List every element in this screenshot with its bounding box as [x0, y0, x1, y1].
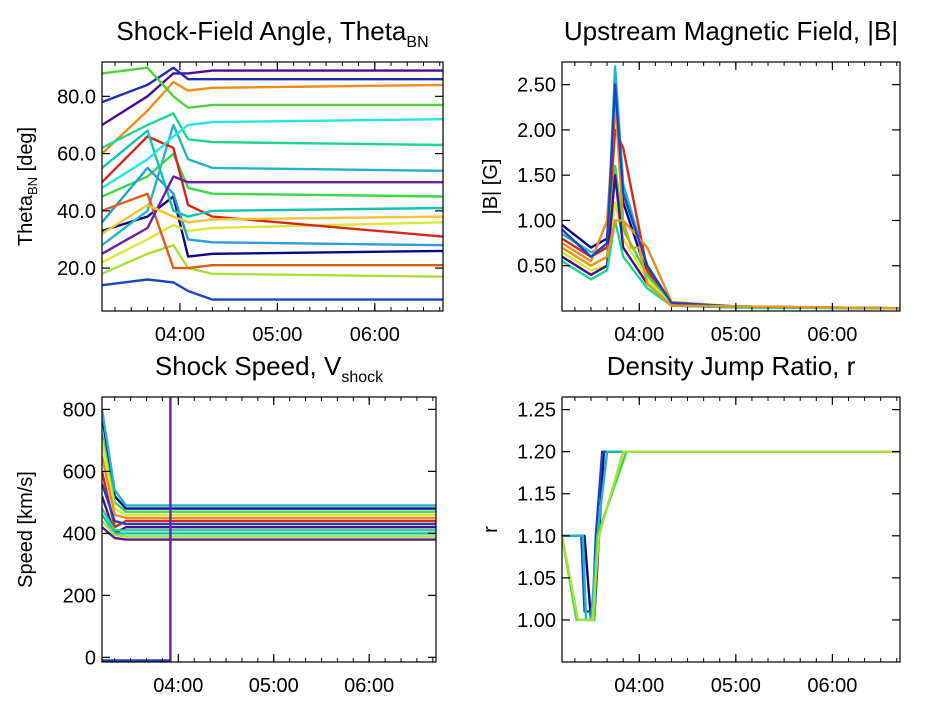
- x-tick-label: 05:00: [711, 324, 761, 346]
- series-line-2: [102, 433, 436, 513]
- y-tick-label: 2.50: [517, 75, 556, 97]
- panel-theta: 04:00 05:00 06:00 20.0 40.0 60.0 80.0 Shock-Fie…: [15, 16, 444, 346]
- series-line-11: [102, 526, 436, 541]
- series-line-1: [562, 450, 900, 613]
- x-tick-label: 04:00: [614, 324, 664, 346]
- series-line-3: [102, 152, 443, 198]
- panel-speed: 04:00 05:00 06:00 0 200 400 600 800 Shock Speed,…: [15, 351, 437, 697]
- y-tick-label: 2.00: [517, 120, 556, 142]
- chart-title: Upstream Magnetic Field, |B|: [564, 16, 898, 46]
- series-line-10: [102, 243, 443, 278]
- x-tick-label: 05:00: [249, 675, 299, 697]
- series-line-3: [562, 450, 900, 622]
- chart-title-subscript: BN: [406, 34, 428, 51]
- series-line-3: [102, 440, 436, 516]
- y-tick-label: 1.10: [517, 526, 556, 548]
- y-tick-label: 40.0: [57, 201, 96, 223]
- series-line-13: [102, 129, 443, 218]
- chart-title-main: Upstream Magnetic Field, |B|: [564, 16, 898, 46]
- y-tick-label: 1.00: [517, 610, 556, 632]
- y-tick-label: 20.0: [57, 258, 96, 280]
- series-line-0: [562, 450, 900, 622]
- x-tick-label: 05:00: [252, 324, 302, 346]
- series-line-1: [102, 278, 443, 301]
- chart-title: Shock-Field Angle, ThetaBN: [116, 16, 428, 51]
- series-line-9: [102, 112, 443, 149]
- series-line-4: [102, 455, 436, 520]
- x-tick-label: 06:00: [807, 675, 857, 697]
- series-line-11: [102, 66, 443, 104]
- y-tick-label: 1.05: [517, 568, 556, 590]
- y-tick-label: 0.50: [517, 256, 556, 278]
- y-axis-label-main: r: [480, 526, 502, 533]
- series-line-14: [102, 175, 443, 255]
- series-group: [102, 397, 436, 662]
- x-tick-label: 04:00: [155, 324, 205, 346]
- x-tick-label: 05:00: [711, 675, 761, 697]
- panel-bfield: 04:00 05:00 06:00 0.50 1.00 1.50 2.00 2.50 Upstr…: [480, 16, 901, 346]
- series-line-9: [562, 219, 900, 310]
- plot-frame: [101, 396, 437, 663]
- series-line-9: [102, 514, 436, 535]
- y-axis-label-main: Theta: [15, 194, 37, 246]
- y-axis-label-tail: [deg]: [15, 127, 37, 177]
- series-line-5: [562, 201, 900, 310]
- y-axis-label: ThetaBN [deg]: [15, 127, 40, 246]
- plot-frame: [101, 61, 444, 312]
- series-line-2: [102, 123, 443, 247]
- series-line-12: [102, 192, 443, 270]
- series-line-4: [102, 221, 443, 264]
- series-group: [562, 450, 900, 622]
- chart-title: Density Jump Ratio, r: [607, 351, 856, 381]
- series-line-15: [102, 66, 443, 110]
- series-line-4: [562, 450, 900, 622]
- x-tick-label: 06:00: [807, 324, 857, 346]
- series-group: [102, 66, 443, 301]
- series-line-2: [562, 450, 900, 622]
- y-tick-label: 1.15: [517, 484, 556, 506]
- y-tick-label: 0: [85, 647, 96, 669]
- series-line-1: [102, 409, 436, 507]
- y-axis-label: r: [480, 526, 502, 533]
- y-tick-label: 60.0: [57, 144, 96, 166]
- panel-density: 04:00 05:00 06:00 1.00 1.05 1.10 1.15 1.20 1.25 D…: [480, 351, 901, 697]
- series-group: [562, 65, 900, 310]
- chart-title-main: Shock-Field Angle, Theta: [116, 16, 407, 46]
- y-tick-label: 1.00: [517, 210, 556, 232]
- plot-frame: [561, 61, 901, 312]
- x-tick-label: 04:00: [153, 675, 203, 697]
- y-tick-label: 400: [63, 523, 96, 545]
- y-tick-label: 600: [63, 461, 96, 483]
- y-axis-label-subscript: BN: [25, 177, 40, 195]
- series-line-10: [102, 520, 436, 538]
- y-tick-label: 200: [63, 585, 96, 607]
- series-line-16: [102, 118, 443, 189]
- chart-title-main: Density Jump Ratio, r: [607, 351, 856, 381]
- y-tick-label: 1.50: [517, 165, 556, 187]
- y-tick-label: 1.20: [517, 442, 556, 464]
- y-axis-label: Speed [km/s]: [15, 471, 37, 588]
- y-tick-label: 80.0: [57, 86, 96, 108]
- y-axis-label-main: Speed [km/s]: [15, 471, 37, 588]
- x-tick-label: 06:00: [350, 324, 400, 346]
- chart-title: Shock Speed, Vshock: [155, 351, 384, 386]
- series-line-6: [102, 483, 436, 526]
- series-line-8: [102, 507, 436, 532]
- plot-frame: [561, 396, 901, 663]
- chart-title-subscript: shock: [341, 369, 384, 386]
- y-tick-label: 800: [63, 399, 96, 421]
- y-axis-label: |B| [G]: [480, 159, 502, 215]
- x-tick-label: 06:00: [344, 675, 394, 697]
- chart-title-main: Shock Speed, V: [155, 351, 342, 381]
- series-line-17: [102, 203, 443, 235]
- y-tick-label: 1.25: [517, 400, 556, 422]
- x-tick-label: 04:00: [614, 675, 664, 697]
- y-axis-label-main: |B| [G]: [480, 159, 502, 215]
- series-line-0: [102, 415, 436, 510]
- series-line-5: [102, 80, 443, 155]
- series-line-8: [102, 166, 443, 247]
- series-line-0: [102, 195, 443, 258]
